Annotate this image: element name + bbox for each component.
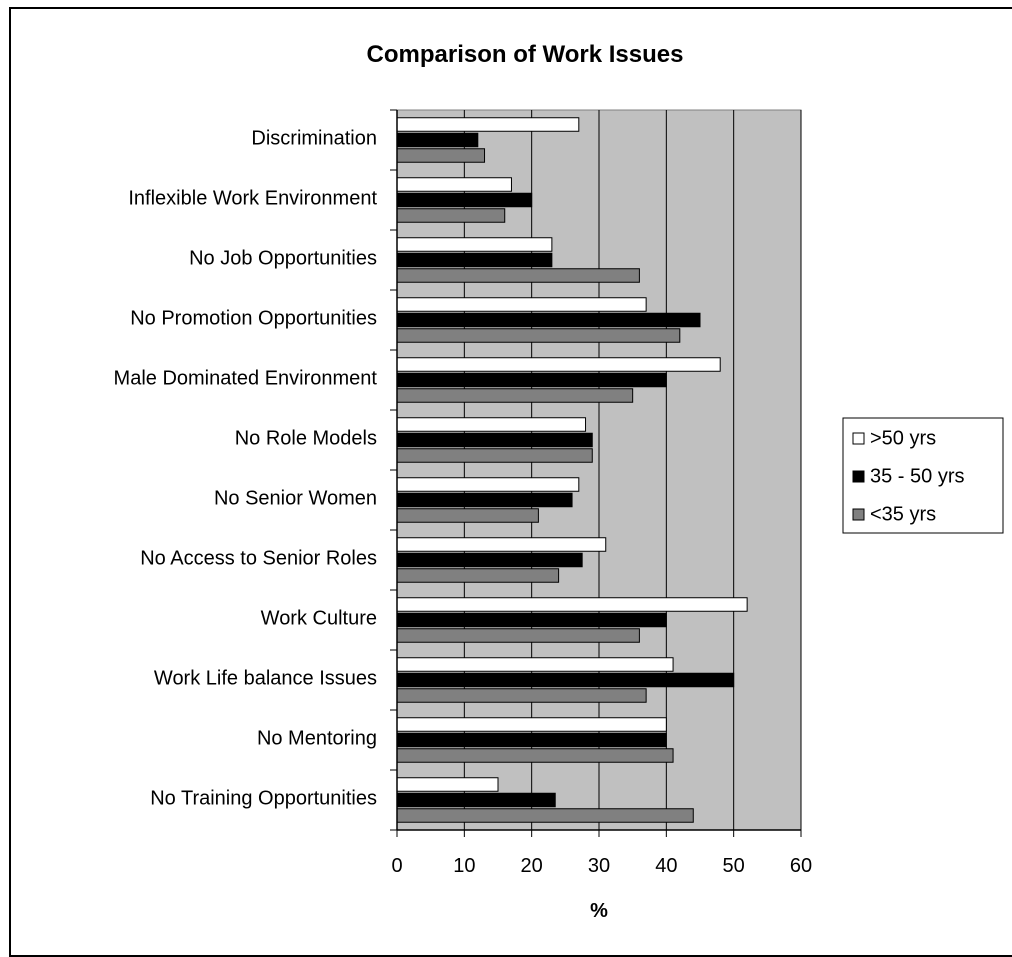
bar xyxy=(396,597,748,612)
bar xyxy=(396,132,479,148)
legend-label: 35 - 50 yrs xyxy=(870,465,964,487)
bar xyxy=(396,657,674,672)
category-label: Discrimination xyxy=(251,127,377,149)
legend-label: >50 yrs xyxy=(870,427,936,449)
bar xyxy=(396,252,553,268)
bar xyxy=(396,417,587,432)
bar xyxy=(396,552,583,568)
bar xyxy=(396,328,681,343)
legend-label: <35 yrs xyxy=(870,503,936,525)
bar xyxy=(396,748,674,763)
axes xyxy=(390,109,802,837)
category-label: Work Culture xyxy=(261,607,377,629)
category-label: No Senior Women xyxy=(214,487,377,509)
x-axis-title: % xyxy=(590,900,608,922)
x-tick-label: 20 xyxy=(521,855,543,877)
bar xyxy=(396,388,634,403)
bar xyxy=(396,192,533,208)
bar xyxy=(396,448,593,463)
category-labels: Discrimination Inflexible Work Environmen… xyxy=(114,127,378,809)
x-tick-label: 60 xyxy=(790,855,812,877)
bar xyxy=(396,237,553,252)
chart-title: Comparison of Work Issues xyxy=(367,41,684,68)
bar xyxy=(396,808,694,823)
bar xyxy=(396,508,539,523)
bar xyxy=(396,612,667,628)
category-label: Male Dominated Environment xyxy=(114,367,378,389)
bar xyxy=(396,432,593,448)
bar xyxy=(396,148,486,163)
x-tick-label: 50 xyxy=(723,855,745,877)
bar xyxy=(396,537,607,552)
x-tick-labels: 0 10 20 30 40 50 60 xyxy=(391,855,812,877)
x-tick-label: 10 xyxy=(453,855,475,877)
bar xyxy=(396,628,640,643)
bar xyxy=(396,312,701,328)
bar xyxy=(396,792,556,808)
bar xyxy=(396,177,512,192)
legend-swatch xyxy=(852,508,865,521)
bar xyxy=(396,672,735,688)
x-tick-label: 40 xyxy=(655,855,677,877)
bar xyxy=(396,208,506,223)
legend-box xyxy=(842,417,1004,534)
bar xyxy=(396,297,647,312)
category-label: No Access to Senior Roles xyxy=(140,547,377,569)
bars xyxy=(396,117,748,823)
bar xyxy=(396,357,721,372)
category-label: No Job Opportunities xyxy=(189,247,377,269)
gridlines xyxy=(463,110,802,830)
category-label: No Mentoring xyxy=(257,727,377,749)
bar xyxy=(396,717,667,732)
category-label: No Role Models xyxy=(235,427,377,449)
category-label: No Training Opportunities xyxy=(150,787,377,809)
legend: >50 yrs 35 - 50 yrs <35 yrs xyxy=(842,417,1004,534)
category-label: No Promotion Opportunities xyxy=(130,307,377,329)
category-label: Work Life balance Issues xyxy=(154,667,377,689)
bar xyxy=(396,777,499,792)
category-label: Inflexible Work Environment xyxy=(128,187,377,209)
x-tick-label: 0 xyxy=(391,855,402,877)
bar xyxy=(396,688,647,703)
x-tick-label: 30 xyxy=(588,855,610,877)
bar xyxy=(396,732,667,748)
bar xyxy=(396,477,580,492)
bar xyxy=(396,117,580,132)
legend-swatch xyxy=(852,432,865,445)
bar xyxy=(396,372,667,388)
legend-swatch xyxy=(852,470,865,483)
bar xyxy=(396,492,573,508)
bar xyxy=(396,568,560,583)
bar xyxy=(396,268,640,283)
